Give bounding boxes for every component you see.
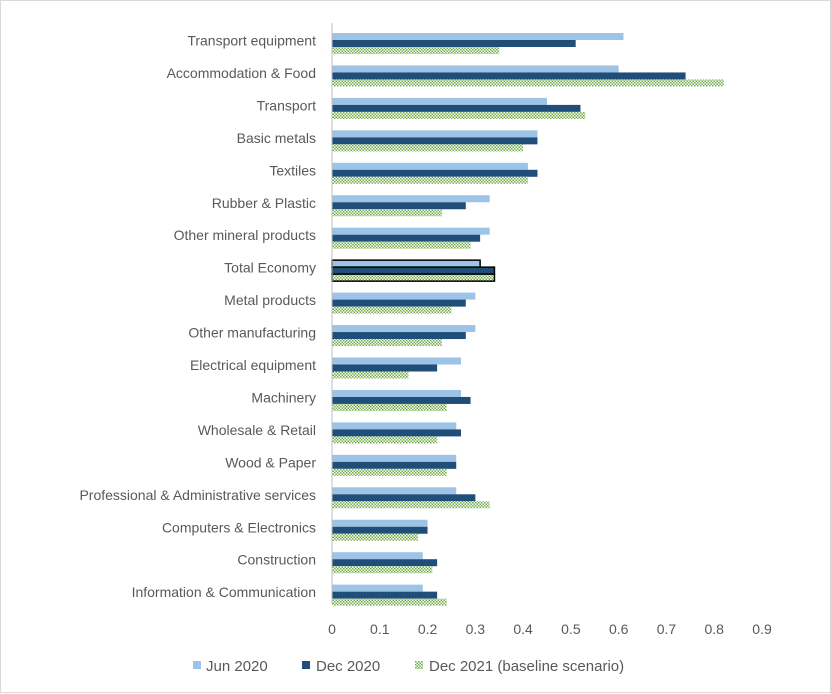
x-tick-label: 0.1 — [370, 621, 390, 637]
bar-dec-2021-baseline-scenario-basic-metals — [332, 144, 524, 152]
category-label-transport: Transport — [257, 97, 317, 113]
category-label-transport-equipment: Transport equipment — [187, 33, 316, 49]
legend-label-dec-2020: Dec 2020 — [316, 658, 380, 675]
bar-dec-2021-baseline-scenario-transport — [332, 111, 586, 119]
bar-jun-2020-electrical-equipment — [332, 357, 462, 365]
category-label-metal-products: Metal products — [224, 292, 316, 308]
category-label-basic-metals: Basic metals — [237, 130, 316, 146]
bar-jun-2020-other-mineral-products — [332, 227, 490, 235]
bar-dec-2021-baseline-scenario-textiles — [332, 176, 528, 184]
category-label-textiles: Textiles — [269, 162, 316, 178]
bar-jun-2020-accommodation-and-food — [332, 65, 619, 73]
x-axis-ticks: 0 0.1 0.2 0.3 0.4 0.5 0.6 0.7 0.8 0.9 — [328, 621, 772, 637]
bar-dec-2020-transport-equipment — [332, 40, 576, 47]
legend: Jun 2020 Dec 2020 Dec 2021 (baseline scena… — [193, 658, 624, 675]
category-label-construction: Construction — [237, 552, 316, 568]
x-tick-label: 0.2 — [418, 621, 438, 637]
x-tick-label: 0.6 — [609, 621, 629, 637]
category-label-wholesale-and-retail: Wholesale & Retail — [198, 422, 316, 438]
bar-jun-2020-transport — [332, 97, 548, 105]
category-label-information-and-communication: Information & Communication — [132, 584, 316, 600]
bar-dec-2021-baseline-scenario-other-mineral-products — [332, 241, 471, 249]
bar-dec-2021-baseline-scenario-wood-and-paper — [332, 468, 447, 476]
bar-jun-2020-total-economy — [331, 259, 481, 268]
bar-dec-2021-baseline-scenario-machinery — [332, 403, 447, 411]
bar-jun-2020-transport-equipment — [332, 33, 624, 40]
bar-dec-2020-total-economy — [331, 266, 496, 275]
bar-jun-2020-information-and-communication — [332, 584, 423, 592]
bar-dec-2020-rubber-and-plastic — [332, 202, 466, 210]
category-label-electrical-equipment: Electrical equipment — [190, 357, 316, 373]
bar-dec-2021-baseline-scenario-total-economy — [331, 273, 496, 282]
bar-jun-2020-machinery — [332, 389, 462, 397]
bar-dec-2021-baseline-scenario-construction — [332, 566, 433, 574]
bar-dec-2020-metal-products — [332, 299, 466, 307]
bar-dec-2020-textiles — [332, 169, 538, 177]
bars — [331, 33, 724, 606]
x-tick-label: 0.8 — [705, 621, 725, 637]
category-label-computers-and-electronics: Computers & Electronics — [162, 519, 316, 535]
bar-dec-2021-baseline-scenario-information-and-communication — [332, 598, 447, 606]
bar-dec-2020-other-manufacturing — [332, 332, 466, 340]
category-label-rubber-and-plastic: Rubber & Plastic — [212, 195, 316, 211]
category-label-professional-and-administrative-services: Professional & Administrative services — [79, 487, 316, 503]
bar-jun-2020-rubber-and-plastic — [332, 195, 490, 203]
bar-dec-2021-baseline-scenario-wholesale-and-retail — [332, 436, 438, 444]
legend-swatch-dec-2020 — [302, 661, 310, 669]
category-label-total-economy: Total Economy — [224, 260, 316, 276]
bar-dec-2020-computers-and-electronics — [332, 526, 428, 534]
bar-jun-2020-other-manufacturing — [332, 325, 476, 333]
bar-dec-2020-professional-and-administrative-services — [332, 494, 476, 502]
bar-dec-2021-baseline-scenario-professional-and-administrative-services — [332, 501, 490, 509]
bar-dec-2020-wood-and-paper — [332, 461, 457, 469]
category-label-other-manufacturing: Other manufacturing — [188, 325, 316, 341]
bar-dec-2020-basic-metals — [332, 137, 538, 145]
bar-jun-2020-professional-and-administrative-services — [332, 487, 457, 495]
bar-dec-2020-construction — [332, 559, 438, 567]
category-label-machinery: Machinery — [251, 389, 316, 405]
bar-dec-2020-machinery — [332, 396, 471, 404]
bar-dec-2021-baseline-scenario-metal-products — [332, 306, 452, 314]
bar-dec-2020-accommodation-and-food — [332, 72, 686, 80]
x-tick-label: 0.3 — [466, 621, 486, 637]
bar-dec-2021-baseline-scenario-transport-equipment — [332, 47, 500, 54]
bar-jun-2020-basic-metals — [332, 130, 538, 138]
bar-dec-2020-information-and-communication — [332, 591, 438, 599]
bar-dec-2020-other-mineral-products — [332, 234, 481, 242]
bar-jun-2020-construction — [332, 552, 423, 560]
bar-dec-2021-baseline-scenario-rubber-and-plastic — [332, 209, 442, 217]
bar-jun-2020-metal-products — [332, 292, 476, 300]
x-tick-label: 0.5 — [561, 621, 581, 637]
bar-jun-2020-wholesale-and-retail — [332, 422, 457, 430]
x-tick-label: 0 — [328, 621, 336, 637]
bar-jun-2020-textiles — [332, 162, 528, 170]
legend-swatch-dec-2021-baseline-scenario — [415, 661, 423, 669]
bar-dec-2020-transport — [332, 104, 581, 112]
legend-label-jun-2020: Jun 2020 — [206, 658, 268, 675]
bar-dec-2021-baseline-scenario-other-manufacturing — [332, 339, 442, 347]
category-label-other-mineral-products: Other mineral products — [174, 227, 316, 243]
legend-label-dec-2021-baseline-scenario: Dec 2021 (baseline scenario) — [429, 658, 624, 675]
bar-dec-2021-baseline-scenario-computers-and-electronics — [332, 533, 419, 541]
legend-swatch-jun-2020 — [193, 661, 201, 669]
bar-dec-2021-baseline-scenario-electrical-equipment — [332, 371, 409, 379]
x-tick-label: 0.4 — [513, 621, 533, 637]
bar-dec-2021-baseline-scenario-accommodation-and-food — [332, 79, 724, 87]
bar-dec-2020-wholesale-and-retail — [332, 429, 462, 437]
x-tick-label: 0.7 — [657, 621, 677, 637]
category-labels: Transport equipment Accommodation & Food T… — [79, 33, 316, 601]
bar-dec-2020-electrical-equipment — [332, 364, 438, 372]
category-label-wood-and-paper: Wood & Paper — [225, 454, 316, 470]
category-label-accommodation-and-food: Accommodation & Food — [167, 65, 316, 81]
bar-jun-2020-computers-and-electronics — [332, 519, 428, 527]
bar-jun-2020-wood-and-paper — [332, 454, 457, 462]
x-tick-label: 0.9 — [752, 621, 772, 637]
